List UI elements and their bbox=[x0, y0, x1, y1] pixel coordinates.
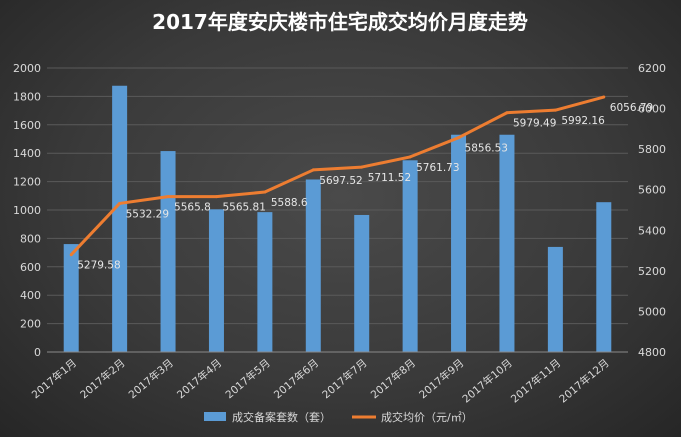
price-point bbox=[118, 201, 122, 205]
labels-layer: 5279.58 5532.29 5565.8 5565.81 5588.6 5697.52… bbox=[77, 102, 653, 272]
x-tick-label: 2017年9月 bbox=[416, 356, 466, 401]
price-point bbox=[166, 195, 170, 199]
price-data-label: 5856.53 bbox=[465, 143, 508, 155]
price-data-label: 5992.16 bbox=[561, 115, 605, 127]
right-tick-label: 5400 bbox=[638, 224, 666, 237]
price-data-label: 5279.58 bbox=[77, 260, 120, 272]
left-tick-label: 1400 bbox=[13, 147, 41, 160]
price-data-label: 5697.52 bbox=[319, 175, 362, 187]
price-point bbox=[214, 195, 218, 199]
price-point bbox=[263, 190, 267, 194]
legend-bar-label: 成交备案套数（套） bbox=[232, 410, 331, 424]
left-tick-label: 2000 bbox=[13, 62, 41, 75]
left-tick-label: 1600 bbox=[13, 119, 41, 132]
bar bbox=[257, 212, 273, 352]
price-point bbox=[408, 155, 412, 159]
price-point bbox=[457, 136, 461, 140]
grid-layer bbox=[47, 67, 628, 353]
right-tick-label: 5600 bbox=[638, 184, 666, 197]
chart-title: 2017年度安庆楼市住宅成交均价月度走势 bbox=[152, 10, 528, 34]
price-data-label: 5711.52 bbox=[368, 172, 411, 184]
x-tick-label: 2017年10月 bbox=[460, 356, 515, 405]
right-tick-label: 5000 bbox=[638, 305, 666, 318]
price-point bbox=[553, 108, 557, 112]
right-tick-label: 5800 bbox=[638, 143, 666, 156]
bar bbox=[208, 209, 224, 352]
x-tick-label: 2017年3月 bbox=[126, 356, 176, 401]
bars-layer bbox=[63, 85, 612, 352]
legend-bar-swatch bbox=[204, 412, 226, 421]
bar bbox=[354, 214, 370, 352]
price-data-label: 5761.73 bbox=[416, 162, 459, 174]
bar bbox=[305, 179, 321, 352]
line-layer bbox=[69, 95, 606, 257]
left-tick-label: 200 bbox=[20, 318, 41, 331]
right-tick-label: 6200 bbox=[638, 62, 666, 75]
left-tick-label: 1200 bbox=[13, 176, 41, 189]
left-tick-label: 0 bbox=[34, 346, 41, 359]
price-point bbox=[69, 253, 73, 257]
bar bbox=[596, 202, 612, 352]
price-point bbox=[602, 95, 606, 99]
price-data-label: 6056.79 bbox=[610, 102, 653, 114]
x-tick-label: 2017年4月 bbox=[174, 356, 224, 401]
left-tick-label: 400 bbox=[20, 289, 41, 302]
price-data-label: 5565.81 bbox=[222, 202, 265, 214]
legend-line-label: 成交均价（元/㎡） bbox=[381, 410, 473, 424]
price-data-label: 5565.8 bbox=[174, 202, 211, 214]
bar bbox=[160, 151, 176, 352]
x-tick-label: 2017年5月 bbox=[223, 356, 273, 401]
legend: 成交备案套数（套） 成交均价（元/㎡） bbox=[204, 410, 473, 424]
right-tick-label: 5200 bbox=[638, 265, 666, 278]
left-tick-label: 800 bbox=[20, 232, 41, 245]
x-tick-label: 2017年11月 bbox=[508, 356, 563, 405]
price-data-label: 5588.6 bbox=[271, 197, 308, 209]
price-line bbox=[70, 95, 605, 256]
x-tick-label: 2017年12月 bbox=[557, 356, 612, 405]
x-tick-label: 2017年6月 bbox=[271, 356, 321, 401]
price-data-label: 5979.49 bbox=[513, 118, 556, 130]
price-data-label: 5532.29 bbox=[126, 208, 169, 220]
bar bbox=[112, 85, 128, 352]
bar bbox=[402, 160, 418, 352]
price-point bbox=[360, 165, 364, 169]
x-tick-label: 2017年2月 bbox=[78, 356, 128, 401]
price-point bbox=[505, 111, 509, 115]
bar bbox=[547, 246, 563, 352]
bar bbox=[499, 134, 515, 352]
x-tick-label: 2017年1月 bbox=[29, 356, 79, 401]
axes-layer: 0 200 400 600 800 1000 1200 1400 1600 1800 2000 480… bbox=[13, 62, 666, 406]
right-tick-label: 6000 bbox=[638, 103, 666, 116]
x-tick-label: 2017年8月 bbox=[368, 356, 418, 401]
left-tick-label: 1800 bbox=[13, 90, 41, 103]
left-tick-label: 1000 bbox=[13, 204, 41, 217]
price-point bbox=[311, 168, 315, 172]
right-tick-label: 4800 bbox=[638, 346, 666, 359]
x-tick-label: 2017年7月 bbox=[320, 356, 370, 401]
left-tick-label: 600 bbox=[20, 261, 41, 274]
bar bbox=[63, 244, 79, 352]
bar bbox=[451, 134, 467, 352]
